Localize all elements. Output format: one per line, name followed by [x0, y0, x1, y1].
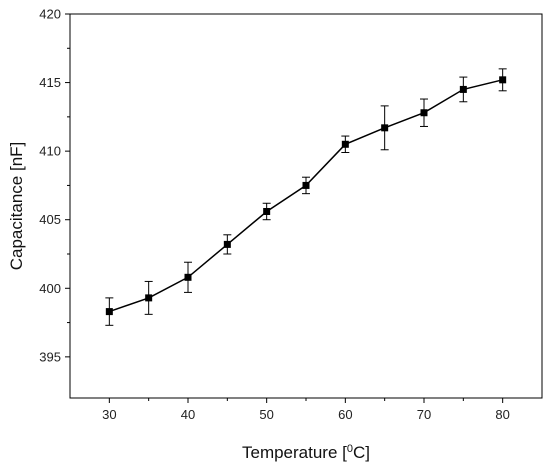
y-tick-label: 420: [39, 7, 61, 22]
data-point: [184, 273, 192, 281]
x-tick-label: 40: [181, 407, 195, 422]
y-tick-label: 405: [39, 212, 61, 227]
data-point: [223, 240, 231, 248]
y-axis: 395 400 405 410 415 420: [39, 7, 70, 364]
x-tick-label: 50: [259, 407, 273, 422]
data-point: [263, 207, 271, 215]
data-point: [145, 294, 153, 302]
y-tick-label: 395: [39, 349, 61, 364]
x-tick-label: 80: [495, 407, 509, 422]
data-point: [499, 76, 507, 84]
y-tick-label: 415: [39, 75, 61, 90]
y-tick-label: 400: [39, 281, 61, 296]
x-tick-label: 30: [102, 407, 116, 422]
data-point: [341, 140, 349, 148]
plot-frame: [69, 13, 543, 399]
y-tick-label: 410: [39, 144, 61, 159]
data-point: [302, 181, 310, 189]
x-axis-title: Temperature [0C]: [242, 443, 370, 462]
data-series: [105, 68, 507, 326]
series-line: [109, 79, 503, 313]
data-point: [381, 124, 389, 132]
data-point: [105, 308, 113, 316]
x-tick-label: 60: [338, 407, 352, 422]
x-tick-label: 70: [417, 407, 431, 422]
x-axis: 30 40 50 60 70 80: [102, 398, 510, 422]
data-point: [459, 85, 467, 93]
data-point: [420, 109, 428, 117]
y-axis-title: Capacitance [nF]: [7, 142, 26, 271]
